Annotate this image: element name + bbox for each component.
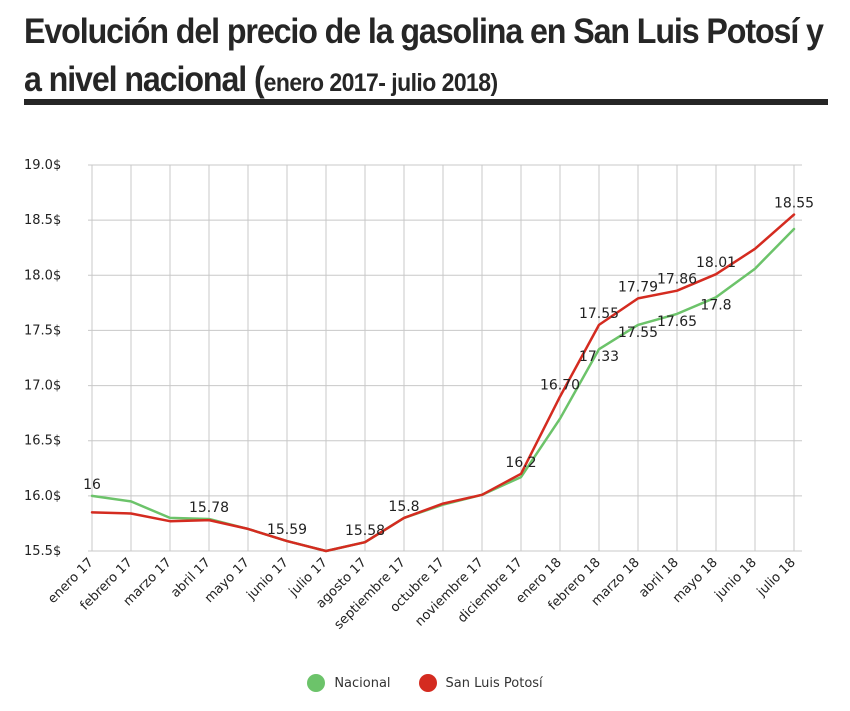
title-underline — [24, 99, 828, 105]
x-tick-label: noviembre 17 — [412, 555, 486, 629]
legend-label-slp: San Luis Potosí — [445, 675, 543, 691]
legend-item-slp[interactable]: San Luis Potosí — [418, 674, 543, 692]
legend-marker-nacional — [307, 674, 326, 692]
legend-label-nacional: Nacional — [334, 675, 391, 691]
data-label: 17.55 — [618, 325, 658, 341]
y-tick-label: 16.0$ — [24, 489, 61, 504]
legend-item-nacional[interactable]: Nacional — [307, 674, 391, 692]
data-label: 18.55 — [774, 196, 814, 212]
data-label: 16.70 — [540, 378, 580, 394]
data-label: 15.58 — [345, 523, 385, 539]
title-date-range: enero 2017- julio 2018) — [263, 69, 499, 97]
chart-title: Evolución del precio de la gasolina en S… — [24, 8, 828, 107]
data-label: 17.55 — [579, 306, 619, 322]
data-label: 15.59 — [267, 522, 307, 538]
x-tick-label: julio 18 — [754, 555, 799, 600]
data-label: 15.78 — [189, 500, 229, 516]
data-label: 17.65 — [657, 314, 697, 330]
y-tick-label: 16.5$ — [24, 434, 61, 449]
y-tick-label: 19.0$ — [24, 158, 61, 173]
data-label: 16.2 — [505, 455, 536, 471]
data-label: 18.01 — [696, 255, 736, 271]
title-line-2: a nivel nacional (enero 2017- julio 2018… — [24, 56, 764, 107]
title-paren: ( — [253, 60, 265, 99]
y-tick-label: 17.0$ — [24, 379, 61, 394]
data-label: 17.33 — [579, 349, 619, 365]
y-tick-label: 18.5$ — [24, 213, 61, 228]
legend-marker-slp — [418, 674, 437, 692]
data-label: 16 — [83, 477, 101, 493]
legend: Nacional San Luis Potosí — [0, 674, 850, 692]
y-tick-label: 15.5$ — [24, 544, 61, 559]
x-tick-label: junio 18 — [712, 555, 760, 603]
title-line-2-text: a nivel nacional — [24, 60, 254, 99]
x-tick-label: junio 17 — [244, 555, 292, 603]
data-label: 15.8 — [388, 499, 419, 515]
data-label: 17.86 — [657, 272, 697, 288]
y-tick-label: 17.5$ — [24, 323, 61, 338]
title-line-1: Evolución del precio de la gasolina en S… — [24, 12, 824, 51]
series-line-slp — [90, 213, 796, 553]
y-tick-label: 18.0$ — [24, 268, 61, 283]
data-label: 17.79 — [618, 279, 658, 295]
data-label: 17.8 — [700, 297, 731, 313]
